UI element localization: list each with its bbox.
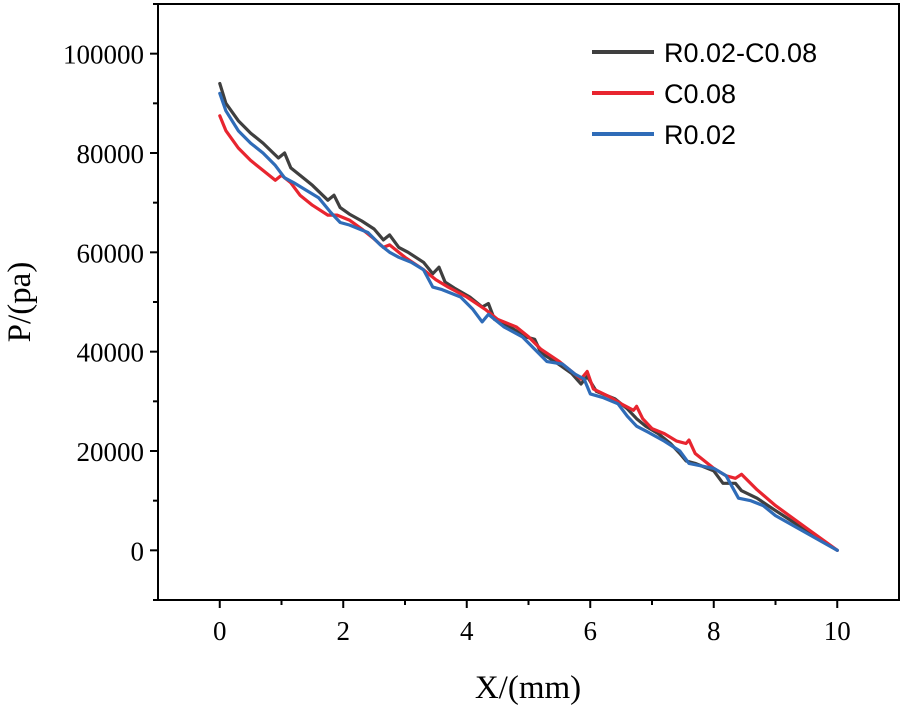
x-tick-label: 4 <box>460 616 474 646</box>
y-tick-label: 100000 <box>63 40 144 70</box>
legend: R0.02-C0.08 C0.08 R0.02 <box>592 38 817 150</box>
x-tick-label: 0 <box>213 616 227 646</box>
series-group <box>218 81 839 552</box>
x-tick-label: 10 <box>824 616 851 646</box>
series-line-2 <box>218 91 839 552</box>
x-axis: 0 2 4 6 8 10 <box>213 600 851 646</box>
legend-label: R0.02-C0.08 <box>664 38 817 68</box>
y-tick-label: 80000 <box>77 139 145 169</box>
legend-label: R0.02 <box>664 120 736 150</box>
y-axis: 0 20000 40000 60000 80000 100000 <box>63 3 158 601</box>
y-tick-label: 60000 <box>77 238 145 268</box>
series-line-1 <box>218 114 839 552</box>
series-line-0 <box>218 81 839 552</box>
x-tick-label: 6 <box>584 616 598 646</box>
y-tick-label: 0 <box>131 536 145 566</box>
y-tick-label: 20000 <box>77 437 145 467</box>
x-axis-title: X/(mm) <box>475 670 581 706</box>
plot-frame <box>157 3 900 601</box>
y-axis-title: P/(pa) <box>2 262 38 343</box>
x-tick-label: 2 <box>337 616 351 646</box>
legend-label: C0.08 <box>664 79 736 109</box>
x-tick-label: 8 <box>707 616 721 646</box>
y-tick-label: 40000 <box>77 338 145 368</box>
